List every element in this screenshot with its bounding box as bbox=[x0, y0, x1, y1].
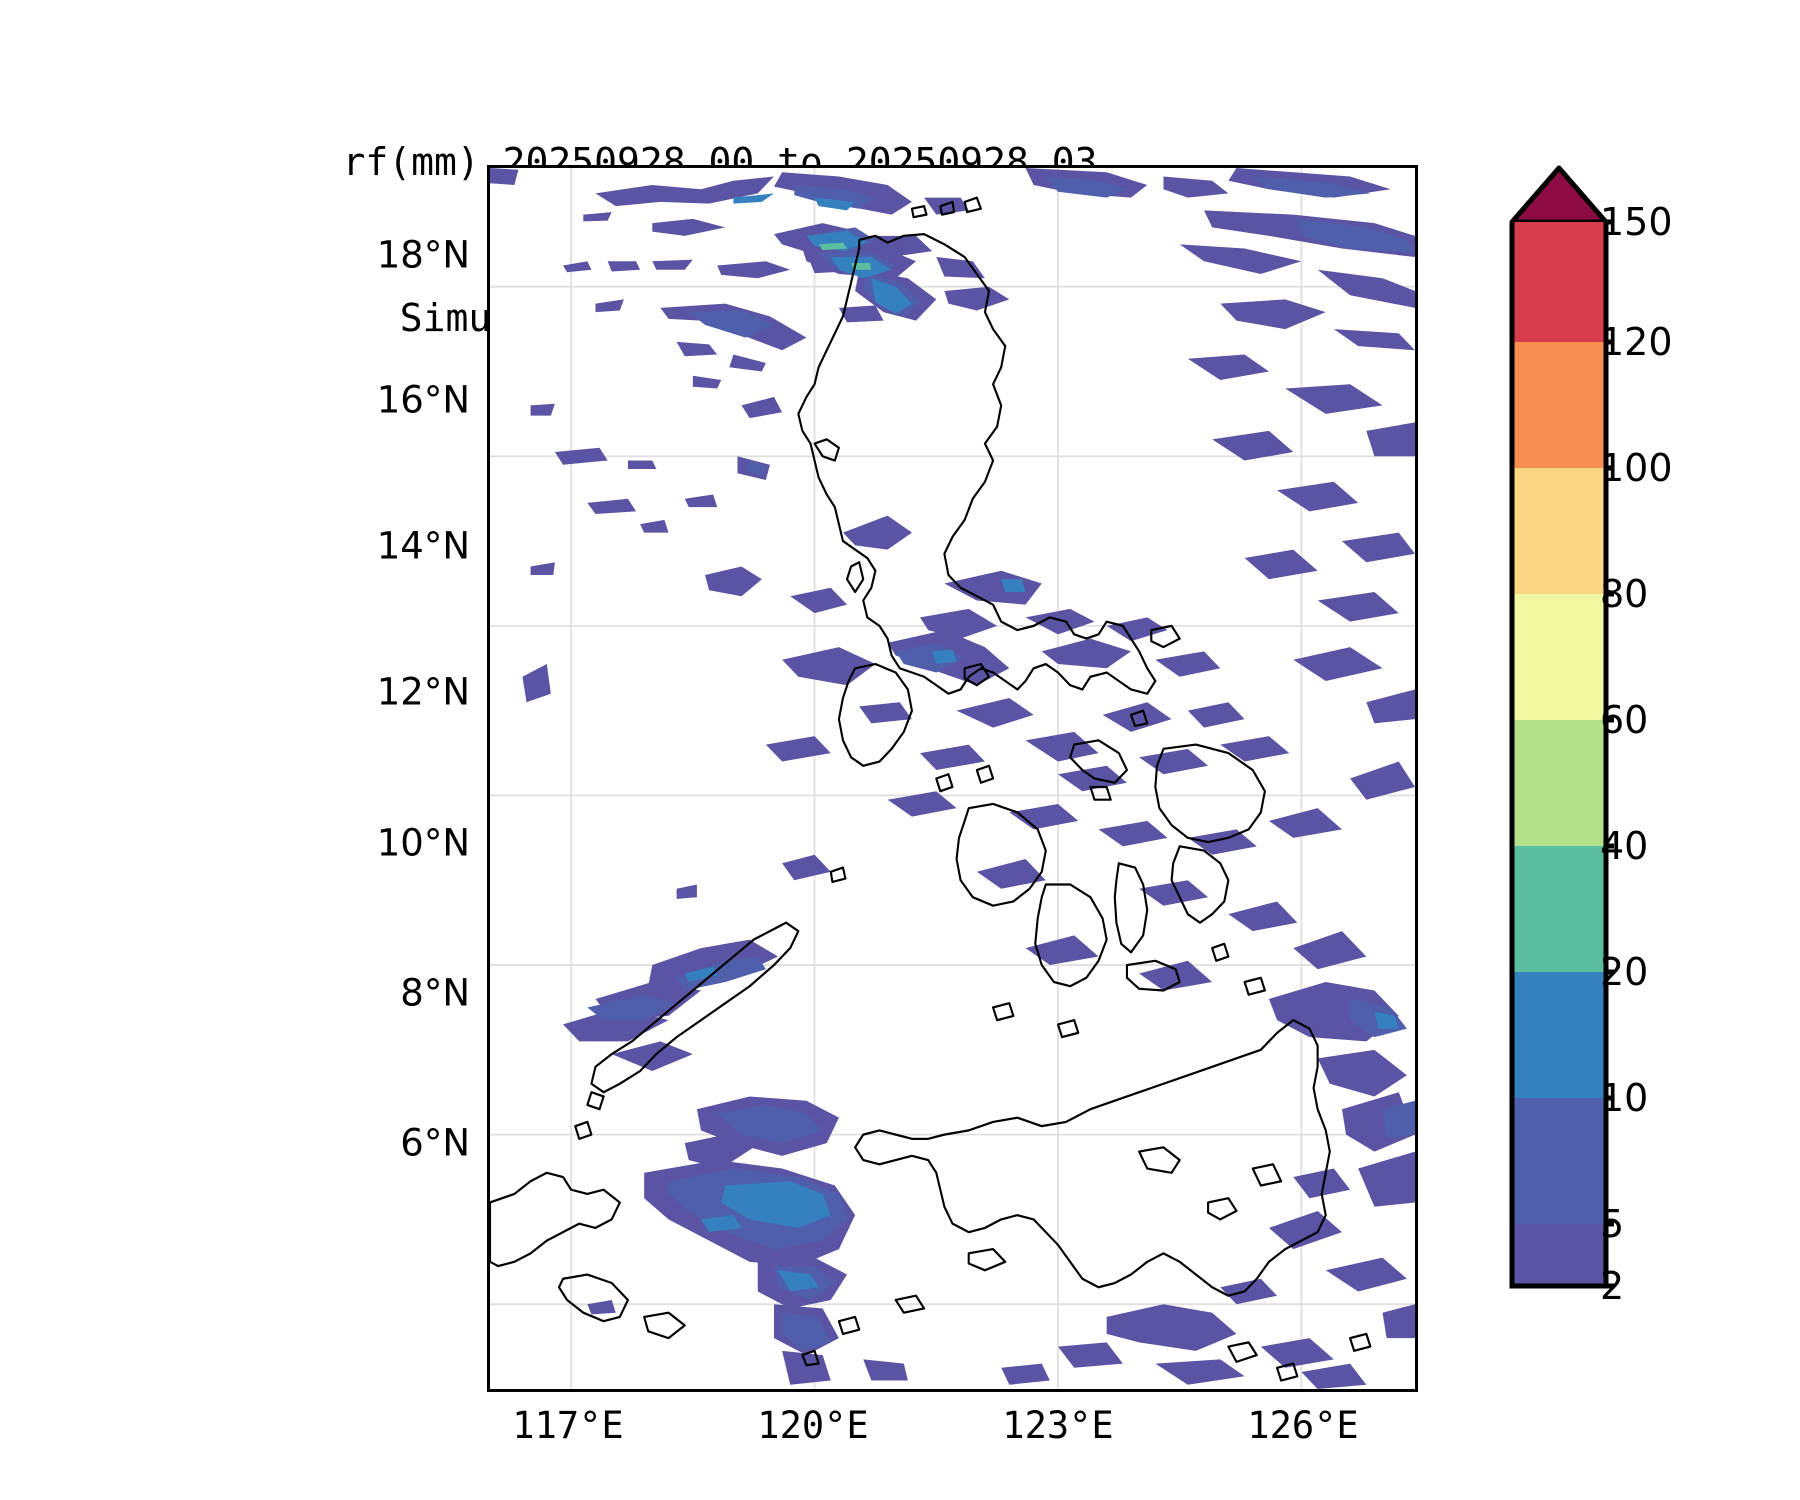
xtick-label-117e: 117°E bbox=[512, 1404, 624, 1447]
ytick-label-16n: 16°N bbox=[376, 378, 470, 422]
ytick-label-6n: 6°N bbox=[400, 1121, 470, 1165]
colorbar-band-10-20 bbox=[1512, 972, 1606, 1098]
colorbar-tick-label-60: 60 bbox=[1600, 698, 1649, 742]
map-plot-area bbox=[487, 165, 1418, 1392]
colorbar-tick-label-5: 5 bbox=[1600, 1202, 1625, 1246]
colorbar-band-40-60 bbox=[1512, 720, 1606, 846]
colorbar-tick-label-80: 80 bbox=[1600, 572, 1649, 616]
colorbar-band-120-150 bbox=[1512, 222, 1606, 342]
colorbar-ticks bbox=[1606, 219, 1614, 1289]
colorbar-tick-label-20: 20 bbox=[1600, 950, 1649, 994]
rain-band-2-5 bbox=[490, 168, 1415, 1389]
ytick-label-12n: 12°N bbox=[376, 670, 470, 714]
coastlines bbox=[490, 196, 1372, 1382]
colorbar-extend-max bbox=[1509, 165, 1609, 225]
colorbar-tick-label-120: 120 bbox=[1600, 320, 1673, 364]
xtick-label-123e: 123°E bbox=[1002, 1404, 1114, 1447]
colorbar-band-100-120 bbox=[1512, 342, 1606, 468]
colorbar-tick-label-10: 10 bbox=[1600, 1076, 1649, 1120]
colorbar-tick-label-40: 40 bbox=[1600, 824, 1649, 868]
ytick-label-18n: 18°N bbox=[376, 233, 470, 277]
xtick-label-120e: 120°E bbox=[757, 1404, 869, 1447]
colorbar-tick-label-100: 100 bbox=[1600, 446, 1673, 490]
ytick-label-8n: 8°N bbox=[400, 971, 470, 1015]
colorbar-tick-label-150: 150 bbox=[1600, 200, 1673, 244]
colorbar-canvas bbox=[1509, 165, 1614, 1289]
colorbar-band-5-10 bbox=[1512, 1098, 1606, 1224]
rain-band-10-20 bbox=[684, 193, 1399, 1292]
colorbar-band-60-80 bbox=[1512, 594, 1606, 720]
colorbar-band-80-100 bbox=[1512, 468, 1606, 594]
xtick-label-126e: 126°E bbox=[1247, 1404, 1359, 1447]
map-canvas bbox=[490, 168, 1415, 1389]
ytick-label-10n: 10°N bbox=[376, 821, 470, 865]
colorbar: 150 120 100 80 60 40 20 10 5 2 bbox=[1504, 160, 1800, 1400]
colorbar-band-2-5 bbox=[1512, 1224, 1606, 1286]
colorbar-outline bbox=[1509, 222, 1609, 1289]
map-gridlines bbox=[490, 168, 1415, 1389]
colorbar-band-20-40 bbox=[1512, 846, 1606, 972]
ytick-label-14n: 14°N bbox=[376, 524, 470, 568]
colorbar-tick-label-2: 2 bbox=[1600, 1264, 1625, 1308]
